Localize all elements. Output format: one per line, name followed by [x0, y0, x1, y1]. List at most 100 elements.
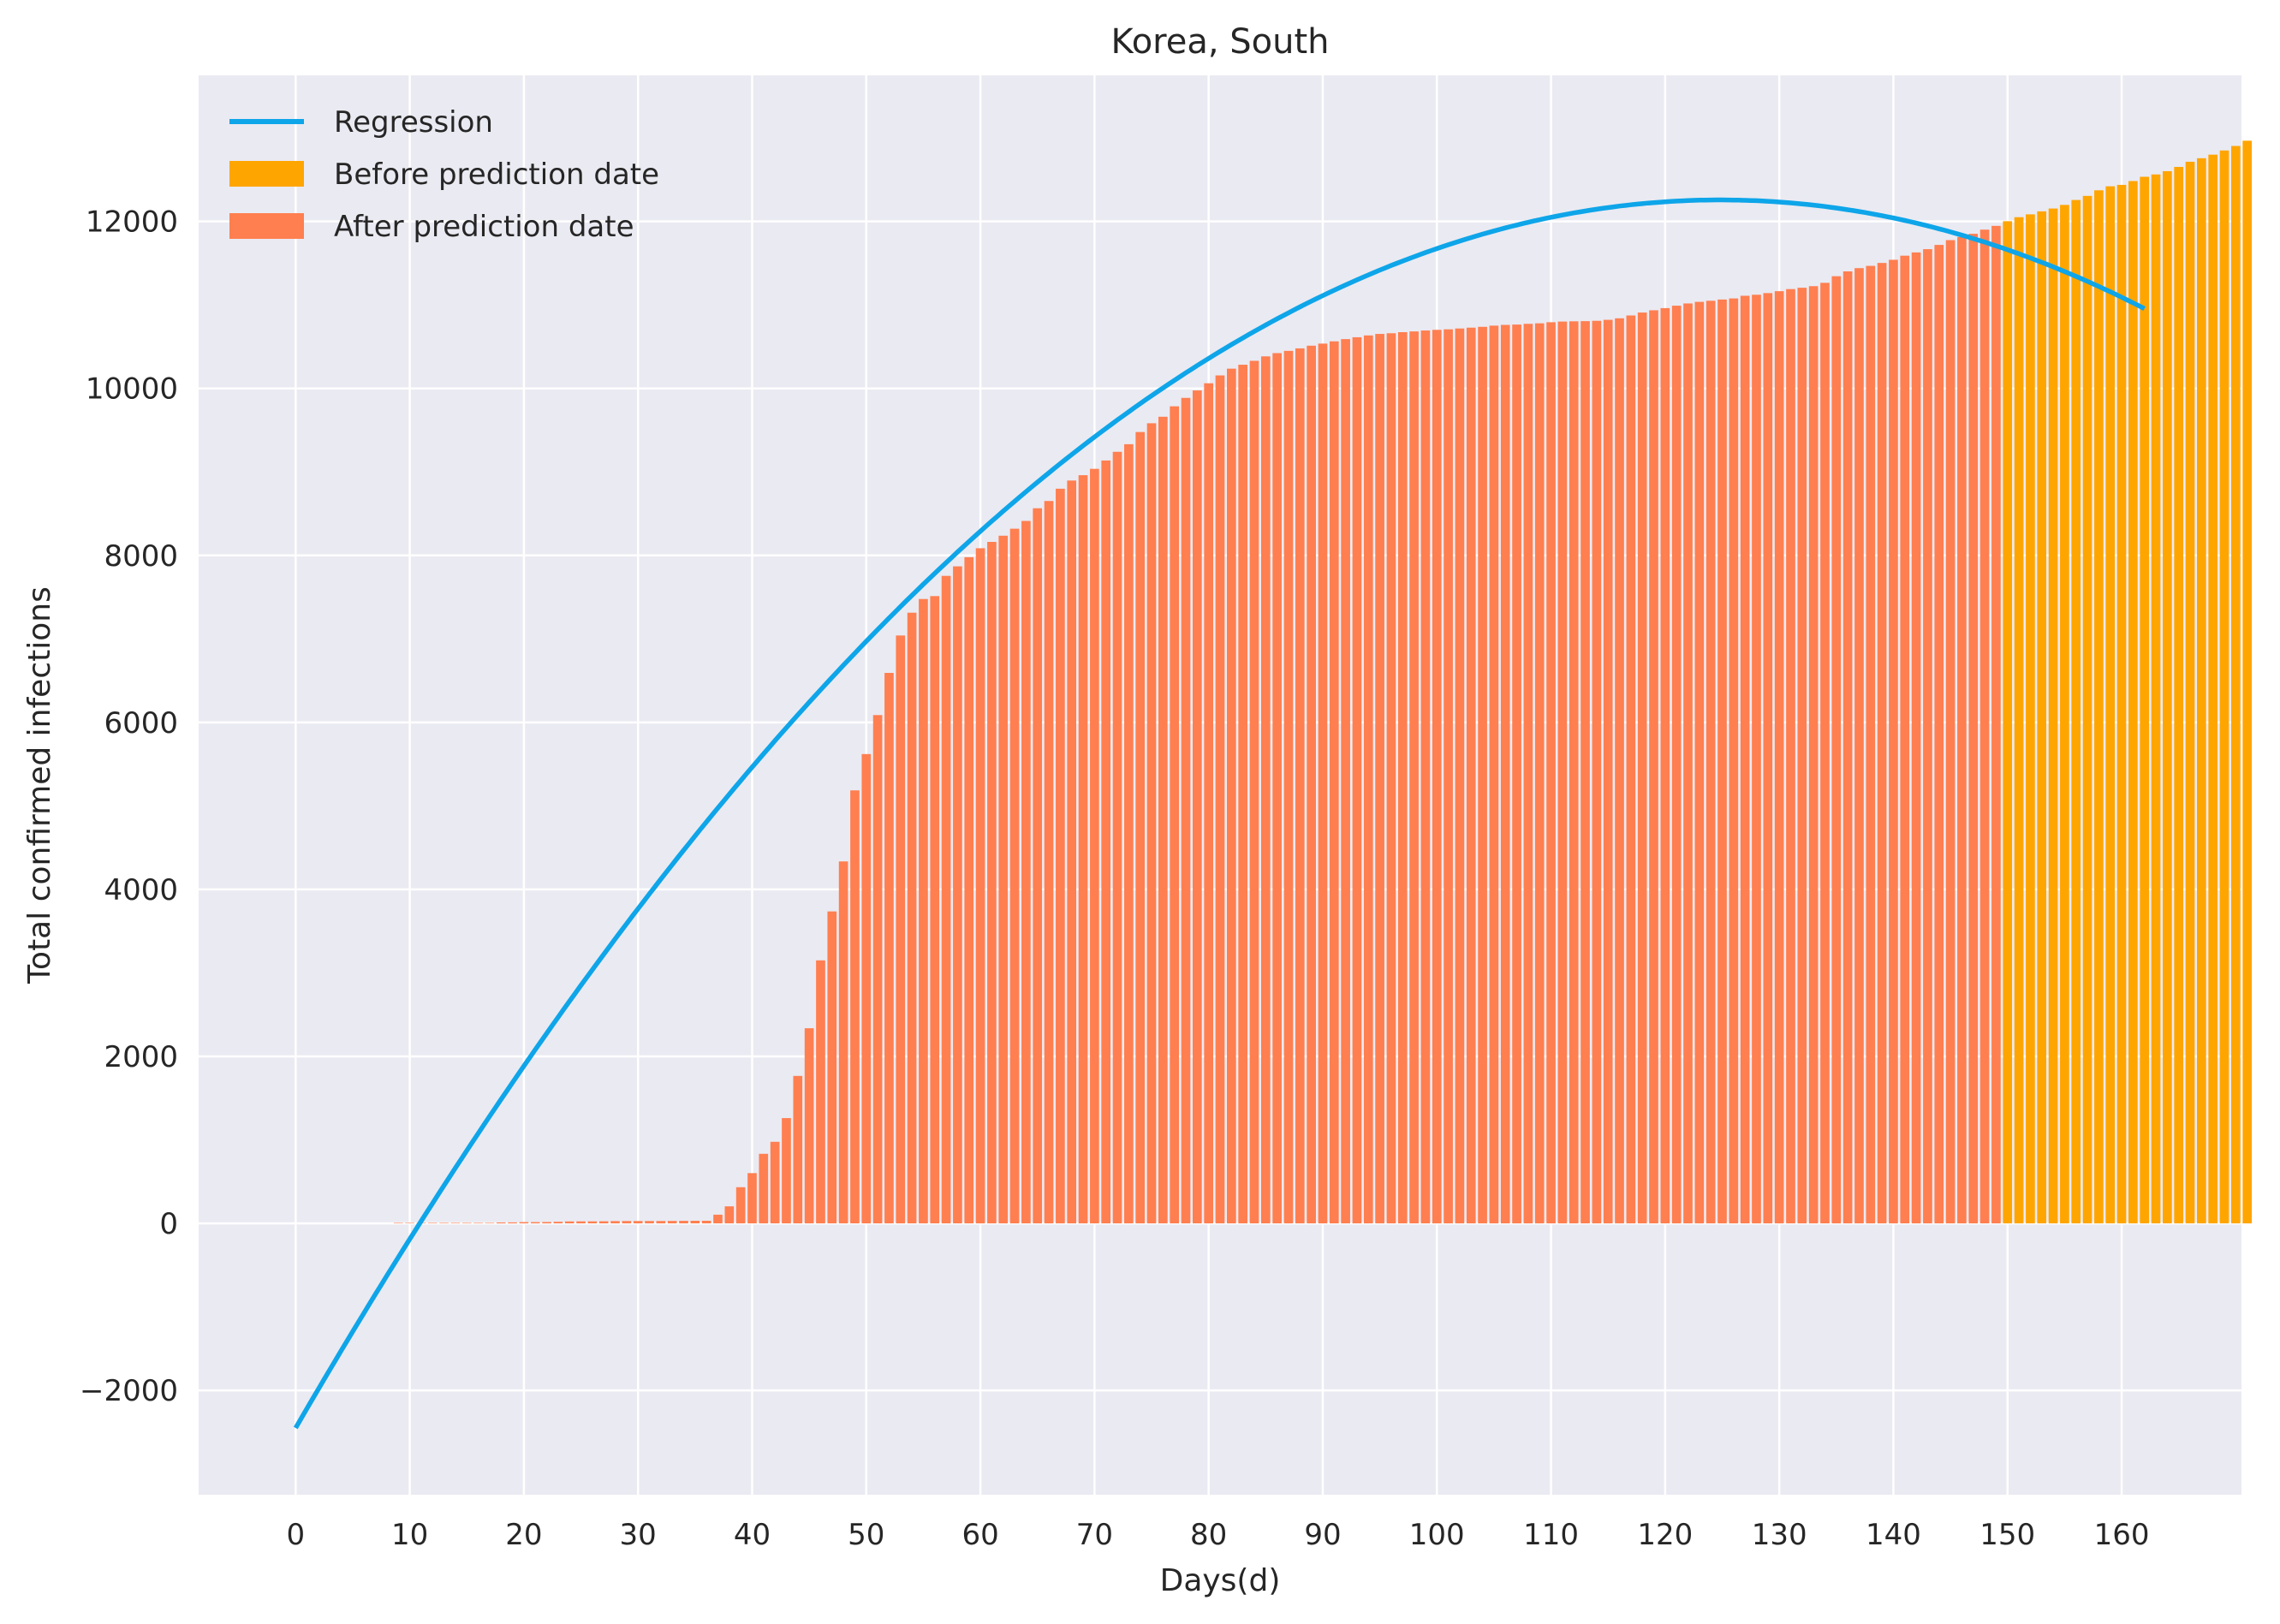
regression-group [293, 197, 2146, 1430]
bar-day-115 [1603, 319, 1613, 1224]
bar-day-122 [1683, 303, 1693, 1224]
bar-day-159 [2105, 186, 2116, 1224]
bar-day-154 [2048, 208, 2058, 1224]
bar-day-50 [861, 753, 872, 1224]
x-tick-label: 70 [1076, 1518, 1113, 1552]
bar-day-126 [1729, 298, 1739, 1224]
bar-day-72 [1112, 451, 1122, 1224]
bar-day-27 [598, 1221, 609, 1224]
bar-day-94 [1363, 335, 1373, 1224]
bar-day-25 [576, 1221, 586, 1224]
y-tick-label: −2000 [80, 1374, 178, 1408]
bar-day-35 [690, 1221, 700, 1224]
bar-day-100 [1432, 330, 1442, 1224]
bar-day-74 [1135, 431, 1146, 1224]
legend: Regression Before prediction date After … [229, 105, 659, 244]
bar-day-112 [1569, 321, 1579, 1224]
bar-day-151 [2014, 217, 2024, 1224]
bar-day-83 [1238, 365, 1247, 1224]
bar-day-52 [884, 673, 894, 1224]
bar-day-46 [816, 960, 825, 1224]
x-tick-label: 20 [505, 1518, 542, 1552]
bar-day-125 [1717, 299, 1727, 1224]
bar-day-21 [530, 1222, 540, 1224]
bar-day-142 [1911, 252, 1921, 1224]
bar-day-85 [1260, 356, 1271, 1224]
bar-day-79 [1193, 390, 1202, 1224]
bar-day-26 [587, 1221, 598, 1224]
bar-day-138 [1866, 265, 1876, 1224]
bar-day-128 [1752, 294, 1761, 1224]
bar-day-117 [1626, 315, 1636, 1224]
bar-day-97 [1397, 332, 1408, 1224]
bar-day-162 [2140, 176, 2150, 1224]
bar-day-149 [1991, 225, 2001, 1224]
bar-day-127 [1740, 295, 1750, 1224]
bar-day-148 [1979, 229, 1990, 1224]
bar-day-54 [907, 612, 917, 1224]
x-tick-label: 90 [1304, 1518, 1341, 1552]
bar-day-124 [1706, 300, 1716, 1224]
x-tick-label: 160 [2094, 1518, 2150, 1552]
bar-day-16 [473, 1222, 483, 1224]
bar-day-68 [1067, 480, 1077, 1224]
bar-day-38 [724, 1206, 735, 1224]
bar-day-67 [1056, 488, 1065, 1224]
bar-day-39 [735, 1187, 746, 1224]
bar-day-86 [1272, 353, 1282, 1224]
bar-day-136 [1842, 271, 1853, 1224]
bar-day-91 [1329, 341, 1339, 1224]
bar-day-163 [2151, 174, 2161, 1224]
bar-day-81 [1215, 375, 1225, 1224]
bar-day-31 [645, 1221, 654, 1224]
x-ticks: 0 10 20 30 40 50 60 70 80 90 100 110 120 130 140 150 160 [286, 1518, 2149, 1552]
bar-day-168 [2208, 154, 2218, 1224]
bar-day-146 [1957, 236, 1967, 1224]
bar-day-23 [553, 1222, 563, 1224]
bar-day-33 [667, 1221, 677, 1224]
bar-day-119 [1649, 310, 1658, 1224]
bar-day-130 [1774, 291, 1784, 1224]
bar-day-114 [1592, 320, 1602, 1224]
bar-day-29 [622, 1221, 632, 1224]
bar-day-109 [1534, 323, 1545, 1224]
regression-line [293, 197, 2146, 1430]
legend-swatch-before [229, 161, 304, 187]
bar-day-144 [1934, 245, 1944, 1224]
bar-day-51 [872, 715, 883, 1224]
bar-day-164 [2163, 170, 2172, 1224]
bar-day-9 [393, 1222, 403, 1224]
bar-day-165 [2174, 166, 2184, 1224]
bar-day-36 [701, 1221, 711, 1224]
x-tick-label: 150 [1979, 1518, 2035, 1552]
bar-day-99 [1420, 330, 1431, 1224]
bar-day-73 [1124, 443, 1134, 1224]
bar-day-28 [610, 1221, 620, 1224]
bar-day-133 [1808, 286, 1819, 1224]
bar-day-78 [1181, 397, 1191, 1224]
bar-day-17 [485, 1222, 495, 1224]
legend-swatch-after [229, 213, 304, 239]
bar-day-102 [1455, 328, 1465, 1224]
bar-day-57 [941, 575, 951, 1224]
bar-day-43 [782, 1118, 791, 1224]
bar-day-123 [1694, 301, 1705, 1224]
bar-day-88 [1295, 348, 1305, 1224]
y-tick-label: 8000 [104, 539, 178, 574]
bar-day-170 [2231, 146, 2241, 1224]
bar-day-169 [2219, 150, 2229, 1224]
bar-day-87 [1283, 350, 1294, 1224]
bar-day-111 [1557, 321, 1568, 1224]
bar-day-95 [1375, 334, 1384, 1224]
bar-day-113 [1581, 321, 1590, 1224]
bar-day-18 [496, 1222, 506, 1224]
x-tick-label: 40 [734, 1518, 771, 1552]
x-tick-label: 50 [848, 1518, 884, 1552]
bar-day-89 [1307, 345, 1316, 1224]
y-ticks: −2000 0 2000 4000 6000 8000 10000 12000 [80, 205, 178, 1408]
bar-day-171 [2242, 140, 2252, 1224]
bar-day-69 [1078, 475, 1088, 1224]
bar-day-92 [1341, 339, 1350, 1224]
bar-day-107 [1512, 324, 1521, 1224]
bar-day-137 [1854, 268, 1864, 1224]
